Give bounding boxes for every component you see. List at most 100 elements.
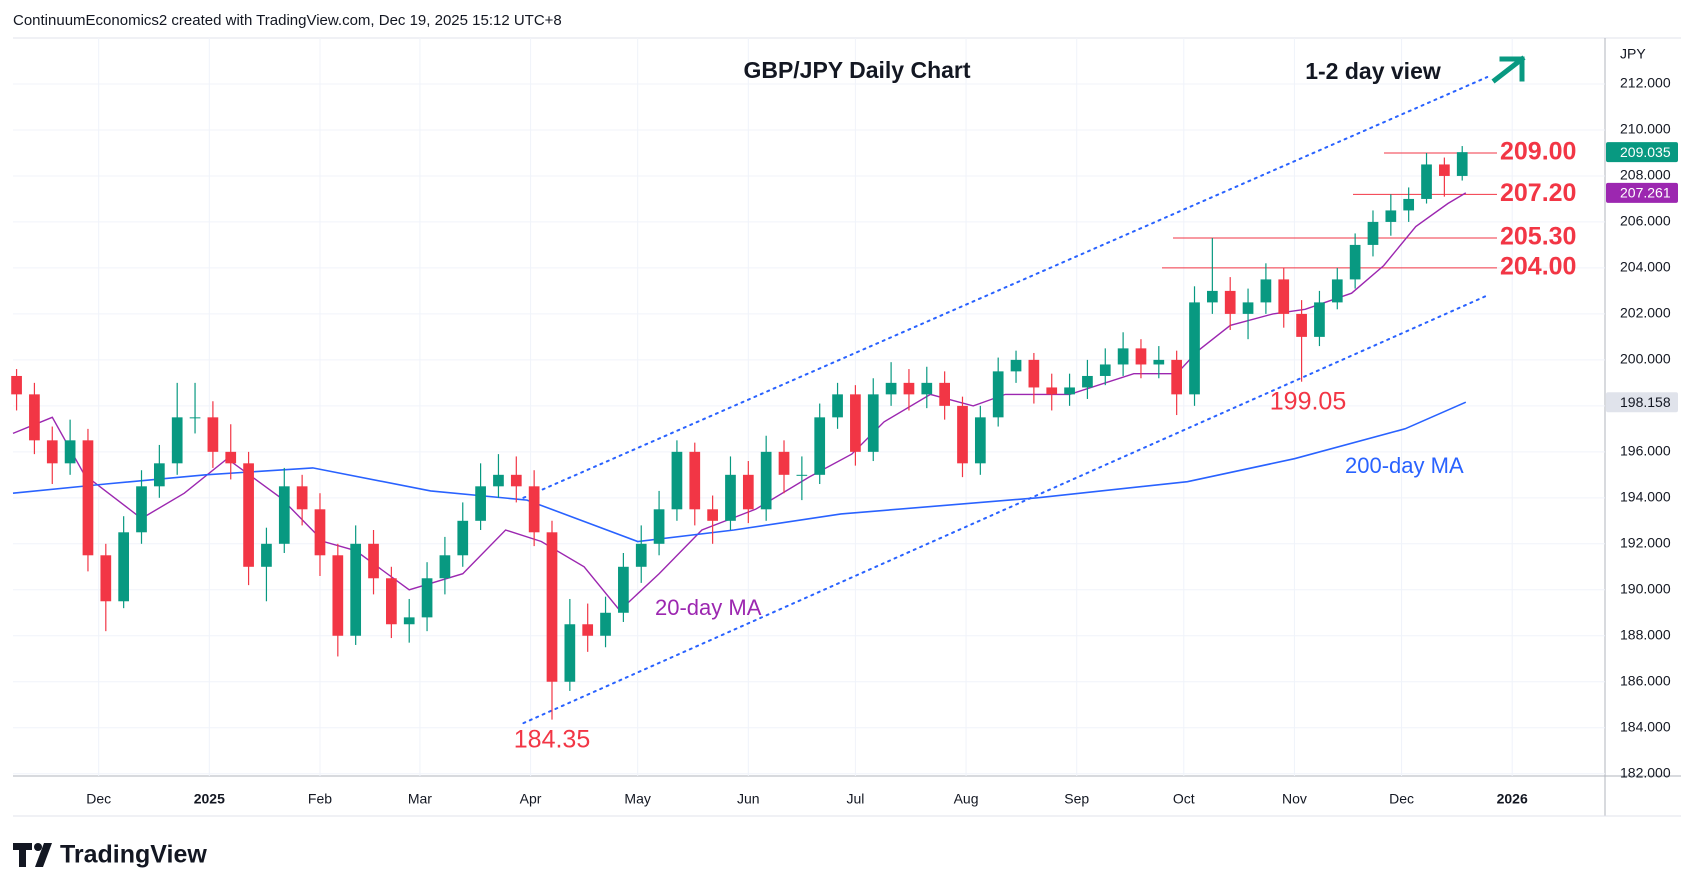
candle-body <box>778 451 790 475</box>
candle-body <box>368 543 379 579</box>
y-tick-label: 194.000 <box>1620 489 1671 505</box>
x-tick-label: Dec <box>1389 791 1414 807</box>
candle-body <box>510 474 522 487</box>
candle-body <box>974 417 986 464</box>
ma-line <box>12 401 1467 543</box>
price-tag <box>1606 392 1678 413</box>
level-label: 207.20 <box>1500 179 1576 207</box>
candle-body <box>1010 359 1022 372</box>
candle-body <box>1224 290 1236 314</box>
x-tick-label: Feb <box>308 791 332 807</box>
x-tick-label: Jul <box>846 791 864 807</box>
view-arrow <box>1491 55 1526 84</box>
candle-body <box>1421 164 1432 199</box>
candle-body <box>136 486 147 533</box>
candle-body <box>1385 210 1397 222</box>
candle-body <box>957 405 968 464</box>
candle-body <box>118 532 130 602</box>
candle-body <box>493 474 504 487</box>
candle-body <box>796 474 808 476</box>
grid <box>13 38 1605 776</box>
candle-body <box>760 451 772 510</box>
candle-body <box>1207 290 1218 303</box>
candle-body <box>314 509 326 556</box>
candle-body <box>11 375 22 395</box>
candle-body <box>1064 387 1075 395</box>
candle-body <box>832 394 843 418</box>
candle-body <box>1439 164 1450 176</box>
candle-body <box>207 417 219 452</box>
y-tick-label: 188.000 <box>1620 626 1671 642</box>
candle-body <box>225 451 237 464</box>
candle-body <box>618 566 629 613</box>
candle-body <box>850 394 861 452</box>
candle-body <box>1242 302 1254 314</box>
candle-body <box>1367 221 1379 245</box>
candle-body <box>867 394 879 452</box>
candle-body <box>1171 359 1183 395</box>
candle-body <box>939 382 950 406</box>
candle-body <box>1260 279 1272 303</box>
candle-body <box>421 578 433 618</box>
candle-body <box>189 417 201 419</box>
y-tick-label: 208.000 <box>1620 167 1671 183</box>
logo <box>13 843 52 867</box>
candle-body <box>1349 244 1361 280</box>
labels: JPY 182.000 184.000 186.000 188.000 190.000 19… <box>86 46 1678 807</box>
candle-body <box>1314 302 1325 337</box>
candle-body <box>1456 152 1468 176</box>
trend-line <box>522 76 1489 499</box>
marks <box>11 76 1497 725</box>
ma-line <box>12 192 1467 612</box>
logo-dot <box>34 843 42 851</box>
y-tick-label: 202.000 <box>1620 305 1671 321</box>
candle-body <box>243 463 254 567</box>
ma-label: 20-day MA <box>655 595 762 620</box>
candle-body <box>707 509 718 521</box>
header: ContinuumEconomics2 created with Trading… <box>13 12 562 29</box>
candle-body <box>635 543 647 567</box>
chart-subtitle: 1-2 day view <box>1305 58 1441 84</box>
candle-body <box>332 555 344 636</box>
x-tick-label: Apr <box>520 791 542 807</box>
candle-body <box>82 440 94 556</box>
candle-body <box>386 578 397 625</box>
x-tick-label: Aug <box>954 791 979 807</box>
candle-body <box>1296 313 1307 337</box>
candle-body <box>653 509 665 544</box>
candle-body <box>689 451 701 510</box>
y-tick-label: 184.000 <box>1620 718 1671 734</box>
candle-body <box>1331 279 1343 303</box>
price-tag-label: 209.035 <box>1620 144 1671 160</box>
candle-body <box>903 382 915 395</box>
chart-title: GBP/JPY Daily Chart <box>743 57 970 83</box>
candle-body <box>742 474 754 510</box>
candle-body <box>439 555 451 579</box>
price-tag-label: 198.158 <box>1620 394 1671 410</box>
candle-body <box>564 624 576 682</box>
x-tick-label: Oct <box>1173 791 1195 807</box>
x-tick-label: Mar <box>408 791 432 807</box>
price-tag <box>1606 142 1678 163</box>
candle-body <box>475 486 486 521</box>
y-tick-label: 210.000 <box>1620 121 1671 137</box>
x-tick-label: May <box>624 791 650 807</box>
arrow-shaft <box>1491 55 1526 84</box>
y-tick-label: 196.000 <box>1620 443 1671 459</box>
annotation: 184.35 <box>514 726 590 754</box>
x-tick-label: 2025 <box>194 791 225 807</box>
x-tick-label: Nov <box>1282 791 1307 807</box>
candle-body <box>1046 387 1058 395</box>
candle-body <box>1135 348 1147 365</box>
y-tick-label: 190.000 <box>1620 580 1671 596</box>
level-label: 204.00 <box>1500 253 1576 281</box>
candle-body <box>350 543 362 636</box>
x-tick-label: Sep <box>1064 791 1089 807</box>
candle-body <box>814 417 826 475</box>
candle-body <box>992 371 1004 418</box>
candle-body <box>261 543 272 567</box>
candle-body <box>546 532 558 682</box>
